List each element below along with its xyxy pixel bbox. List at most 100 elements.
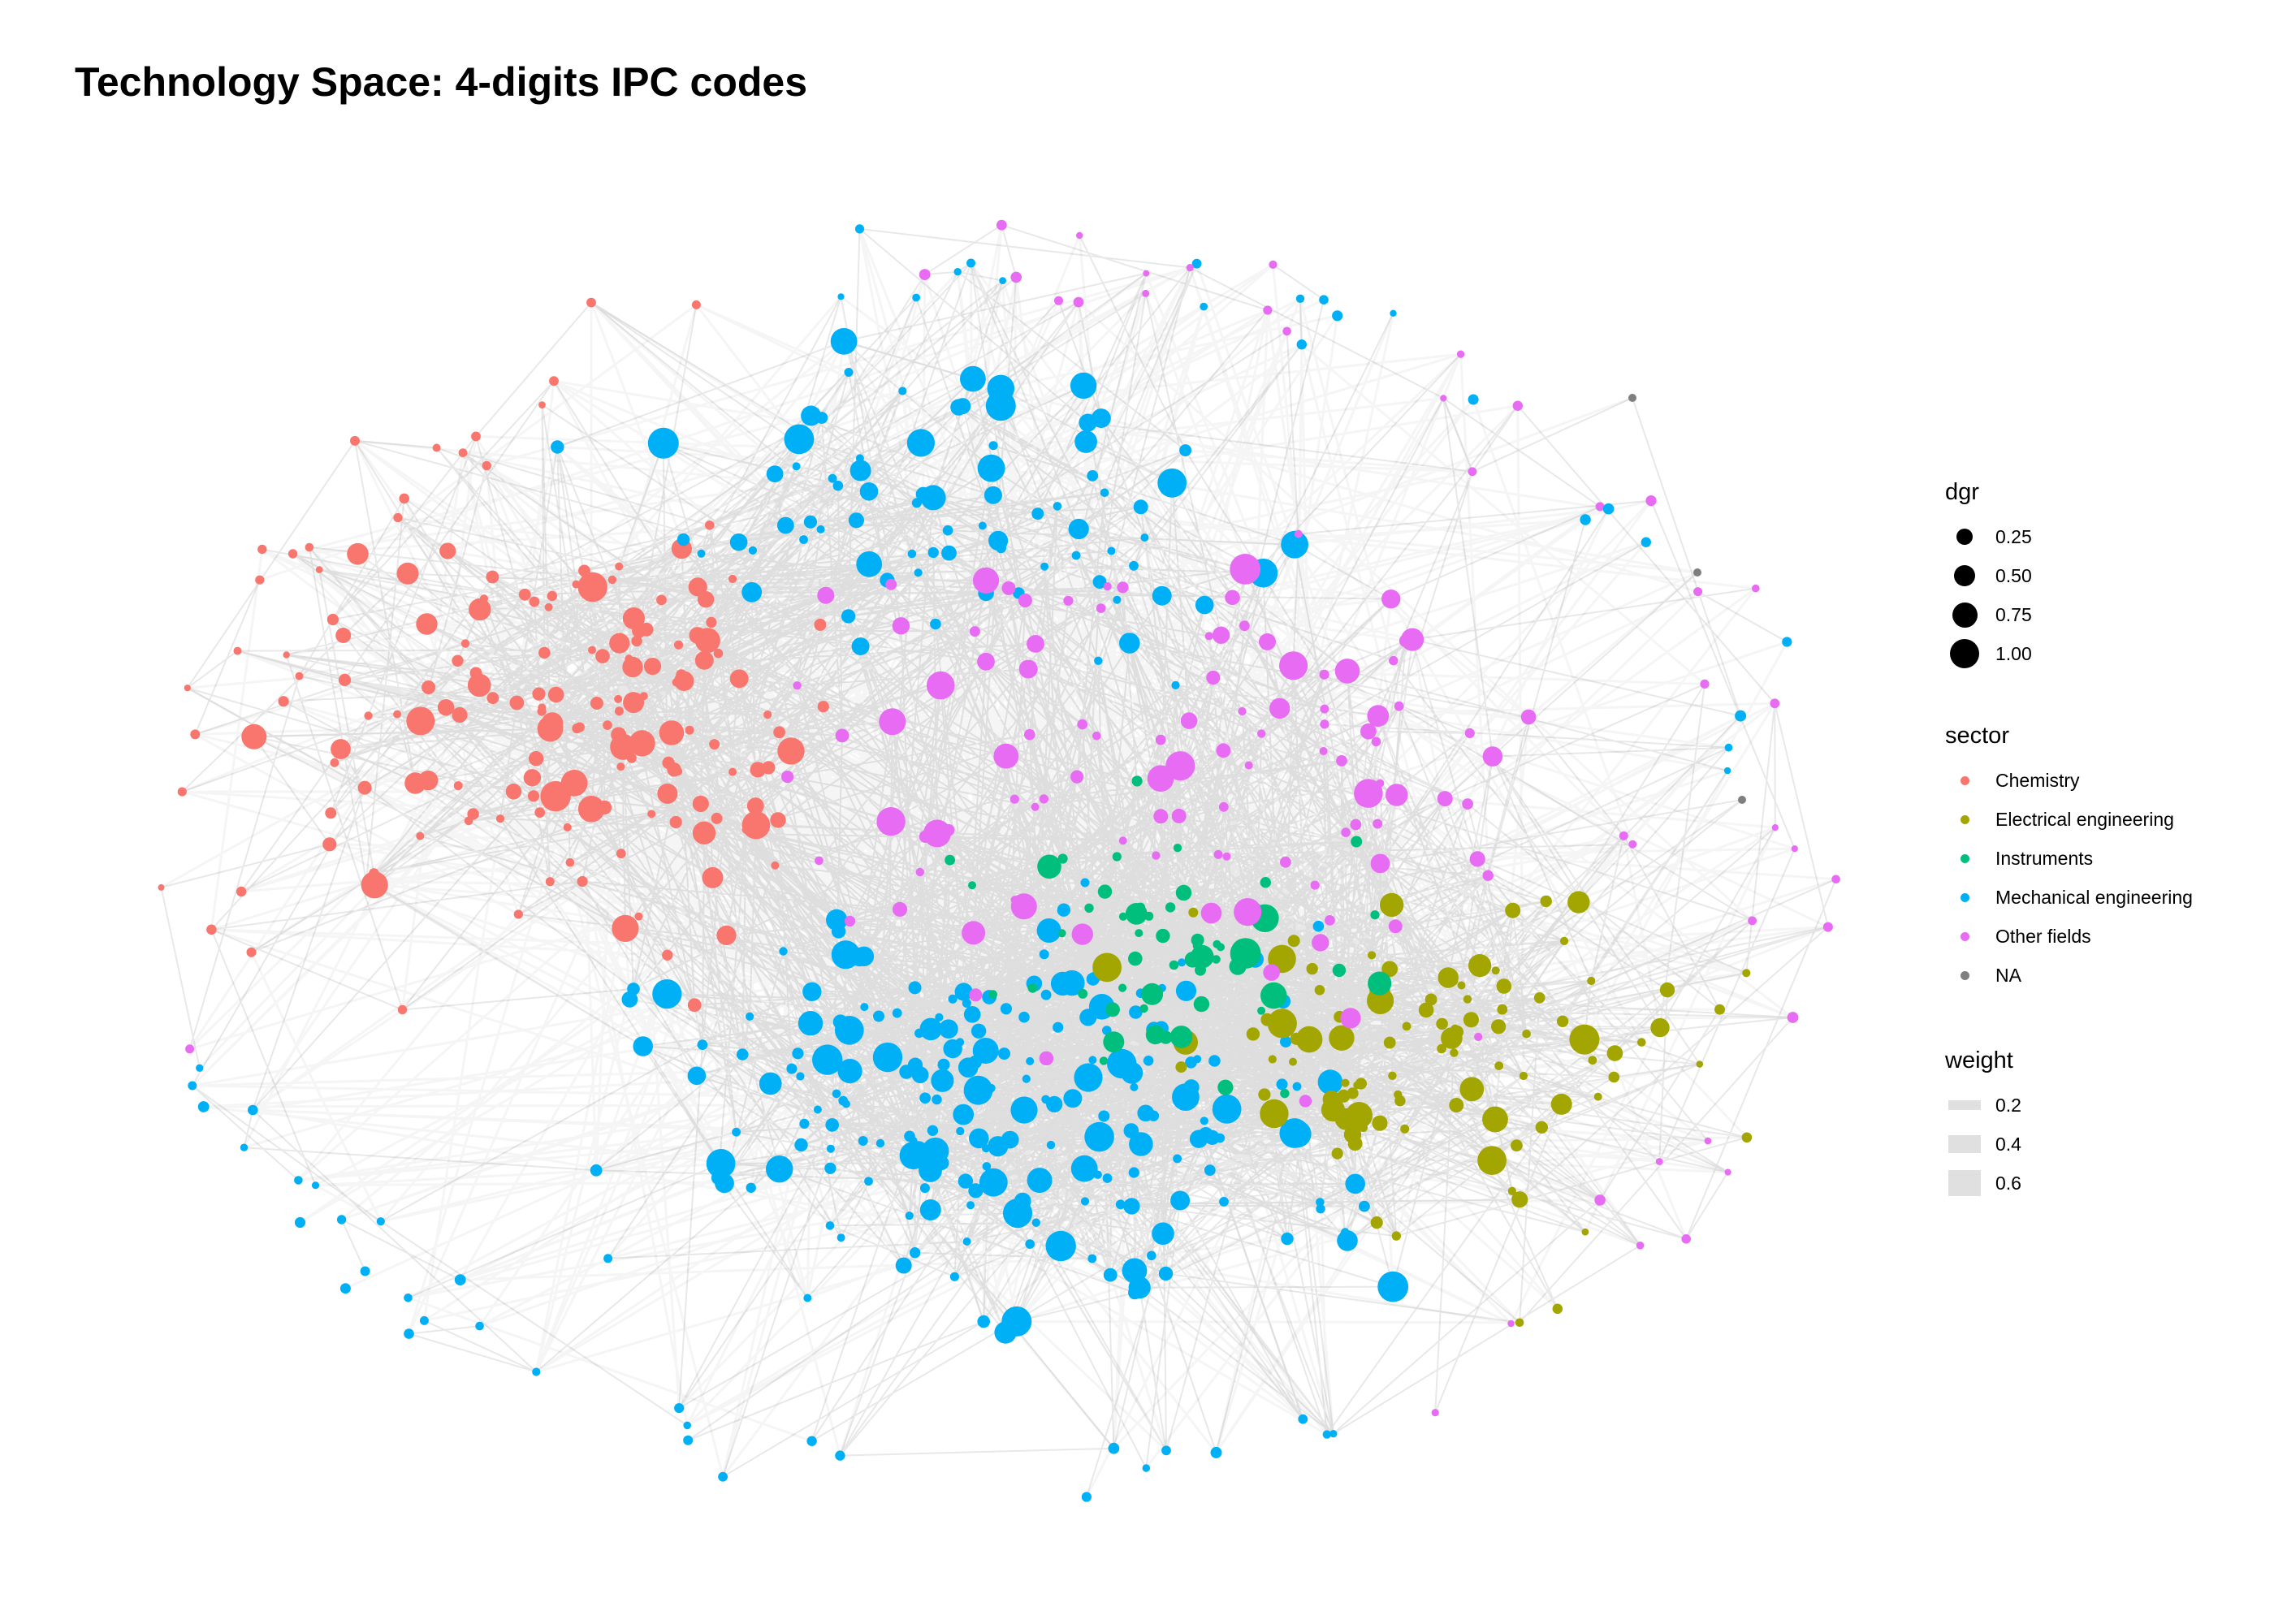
network-node bbox=[1468, 954, 1492, 978]
network-node bbox=[233, 646, 242, 655]
network-node bbox=[1010, 893, 1037, 920]
network-node bbox=[1212, 626, 1230, 644]
network-node bbox=[676, 669, 687, 680]
network-node bbox=[1332, 963, 1347, 978]
network-node bbox=[816, 525, 825, 533]
network-node bbox=[688, 577, 707, 597]
network-node bbox=[1123, 1123, 1139, 1138]
network-node bbox=[1370, 853, 1390, 874]
network-node bbox=[1179, 444, 1192, 457]
network-node bbox=[1370, 1216, 1383, 1229]
legend-dgr-item: 0.25 bbox=[1945, 517, 2032, 556]
network-node bbox=[331, 739, 351, 759]
network-node bbox=[1053, 502, 1062, 511]
network-node bbox=[577, 796, 605, 823]
network-node bbox=[1191, 258, 1202, 269]
network-node bbox=[482, 460, 491, 471]
network-node bbox=[794, 1138, 808, 1152]
network-node bbox=[467, 673, 491, 698]
network-node bbox=[799, 535, 808, 544]
network-node bbox=[1295, 1026, 1323, 1053]
network-node bbox=[677, 533, 690, 546]
network-node bbox=[469, 598, 491, 621]
network-node bbox=[1280, 1022, 1289, 1031]
network-node bbox=[962, 1237, 971, 1246]
network-node bbox=[713, 648, 724, 659]
network-node bbox=[1195, 964, 1206, 976]
network-node bbox=[806, 1436, 817, 1446]
network-node bbox=[1143, 1056, 1154, 1066]
network-node bbox=[1153, 809, 1169, 824]
network-node bbox=[1587, 976, 1596, 986]
legend-weight-swatch bbox=[1948, 1100, 1981, 1110]
network-node bbox=[1681, 1234, 1691, 1244]
network-node bbox=[1102, 1173, 1113, 1183]
network-node bbox=[1588, 1056, 1597, 1065]
network-node bbox=[1507, 1186, 1516, 1195]
legend-weight-label: 0.6 bbox=[1995, 1172, 2021, 1194]
network-node bbox=[609, 633, 630, 654]
network-node bbox=[1511, 1139, 1523, 1152]
network-node bbox=[1157, 468, 1187, 498]
network-node bbox=[549, 376, 559, 387]
network-node bbox=[1340, 1008, 1361, 1029]
network-node bbox=[528, 751, 544, 767]
legend-sector-title: sector bbox=[1945, 723, 2009, 749]
network-node bbox=[1063, 1089, 1083, 1108]
network-node bbox=[1130, 1082, 1139, 1091]
network-node bbox=[1367, 705, 1390, 727]
network-node bbox=[683, 1421, 691, 1430]
network-node bbox=[1319, 747, 1328, 755]
network-node bbox=[920, 485, 946, 511]
network-node bbox=[1619, 831, 1628, 840]
network-node bbox=[987, 1083, 996, 1093]
network-node bbox=[1331, 1147, 1343, 1160]
network-node bbox=[190, 729, 201, 740]
network-node bbox=[766, 465, 784, 482]
legend-dgr: dgr 0.25 0.50 0.75 1.00 bbox=[1945, 479, 2032, 673]
network-node bbox=[1263, 305, 1273, 315]
network-node bbox=[1070, 1155, 1098, 1182]
network-node bbox=[1628, 394, 1636, 402]
network-node bbox=[1036, 918, 1061, 943]
network-node bbox=[919, 1199, 941, 1220]
network-node bbox=[1188, 907, 1199, 918]
network-node bbox=[454, 1274, 466, 1285]
network-node bbox=[1084, 1121, 1114, 1152]
network-node bbox=[971, 1023, 987, 1039]
network-node bbox=[746, 797, 764, 814]
network-node bbox=[656, 594, 667, 606]
network-node bbox=[939, 1019, 958, 1039]
network-node bbox=[486, 692, 499, 705]
network-node bbox=[824, 1162, 837, 1174]
network-node bbox=[1276, 1078, 1288, 1091]
network-node bbox=[1497, 1004, 1508, 1015]
network-node bbox=[1723, 767, 1731, 775]
network-node bbox=[295, 672, 304, 680]
network-node bbox=[968, 1183, 984, 1199]
network-node bbox=[906, 429, 935, 457]
network-node bbox=[1081, 1492, 1092, 1502]
network-node bbox=[1040, 562, 1049, 571]
network-node bbox=[1628, 840, 1637, 849]
network-node bbox=[246, 947, 257, 957]
network-node bbox=[683, 1435, 694, 1445]
network-node bbox=[776, 516, 794, 534]
network-node bbox=[1050, 971, 1075, 996]
network-node bbox=[831, 924, 846, 939]
network-node bbox=[1074, 1063, 1103, 1092]
network-node bbox=[659, 720, 685, 745]
network-node bbox=[1076, 231, 1083, 240]
network-node bbox=[687, 998, 702, 1013]
network-node bbox=[892, 1008, 902, 1018]
network-node bbox=[1010, 271, 1022, 283]
network-node bbox=[826, 1144, 835, 1153]
network-node bbox=[858, 1136, 868, 1146]
network-node bbox=[1312, 920, 1325, 932]
network-node bbox=[1494, 1061, 1504, 1070]
network-node bbox=[1279, 651, 1308, 680]
legend-weight-swatch bbox=[1948, 1170, 1981, 1196]
network-node bbox=[1170, 1190, 1191, 1211]
network-node bbox=[907, 549, 917, 559]
network-node bbox=[1080, 878, 1090, 888]
